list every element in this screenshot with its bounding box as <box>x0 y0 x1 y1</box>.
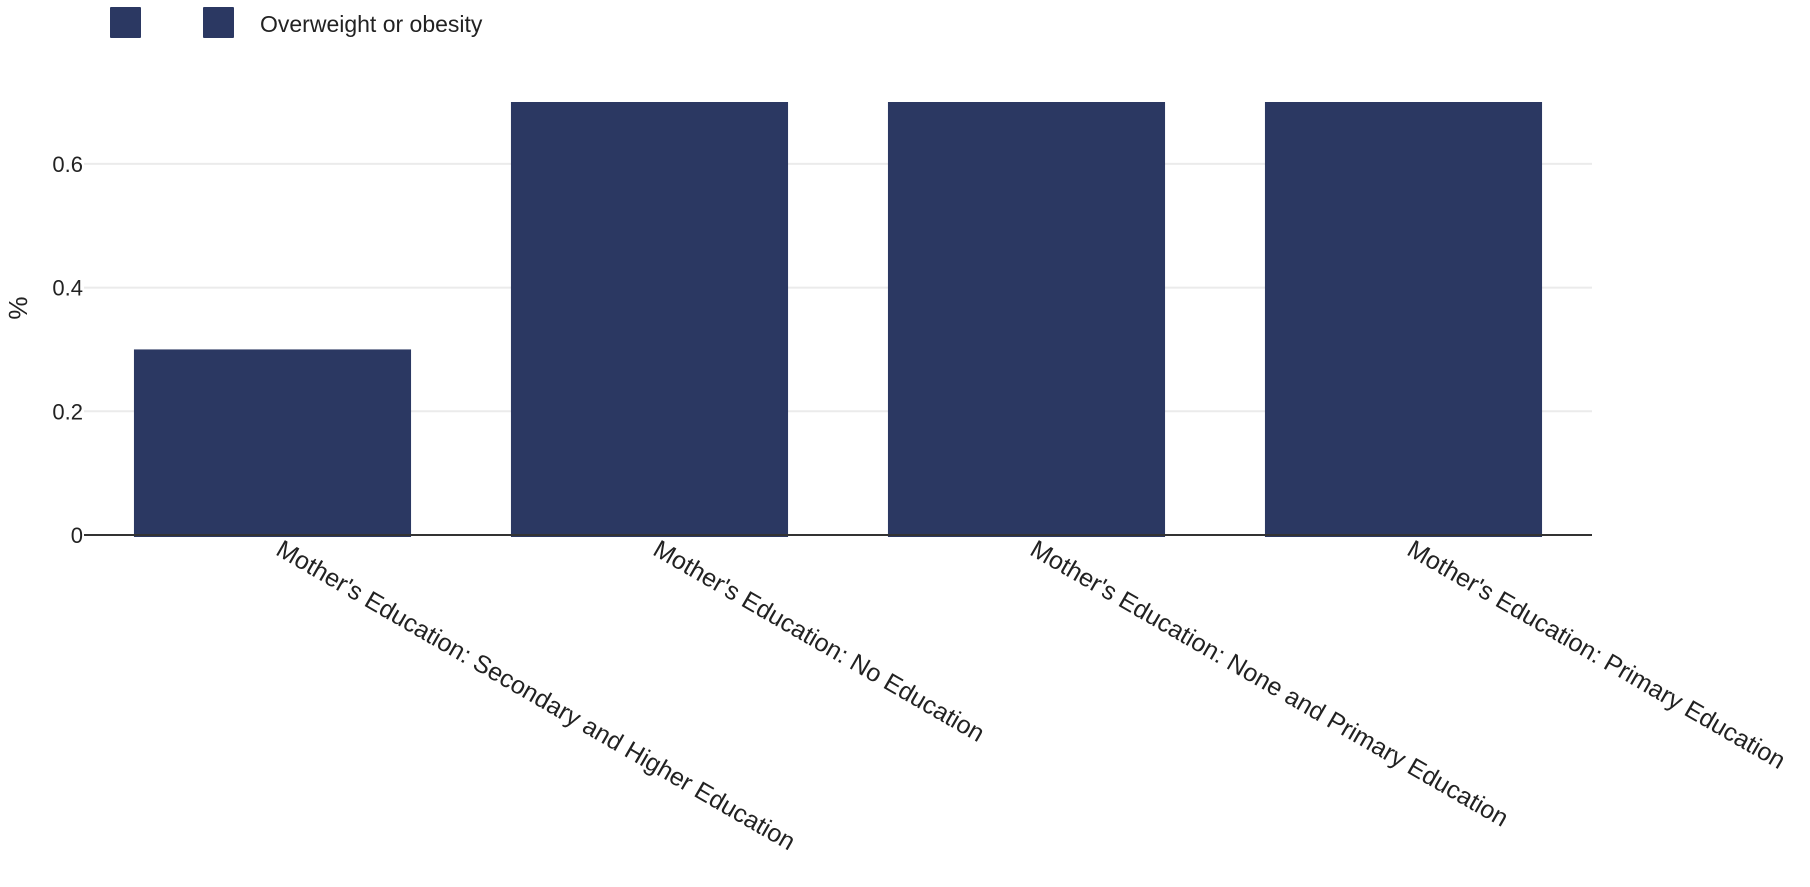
legend-swatch-1[interactable] <box>110 7 141 38</box>
x-category-label: Mother's Education: No Education <box>649 535 990 748</box>
bars <box>133 102 1543 537</box>
legend: Overweight or obesity <box>110 7 483 38</box>
x-category-label: Mother's Education: Primary Education <box>1403 535 1791 775</box>
bar[interactable] <box>133 349 412 537</box>
x-axis-categories: Mother's Education: Secondary and Higher… <box>272 535 1791 856</box>
y-tick-label: 0.2 <box>52 399 83 424</box>
y-tick-label: 0 <box>71 523 83 548</box>
y-tick-label: 0.6 <box>52 152 83 177</box>
bar[interactable] <box>887 102 1166 537</box>
legend-label-2: Overweight or obesity <box>260 11 483 37</box>
y-axis-ticks: 0 0.2 0.4 0.6 <box>52 152 83 548</box>
y-axis-title: % <box>3 296 33 319</box>
bar[interactable] <box>510 102 789 537</box>
y-tick-label: 0.4 <box>52 276 83 301</box>
legend-swatch-2[interactable] <box>203 7 234 38</box>
bar[interactable] <box>1264 102 1543 537</box>
